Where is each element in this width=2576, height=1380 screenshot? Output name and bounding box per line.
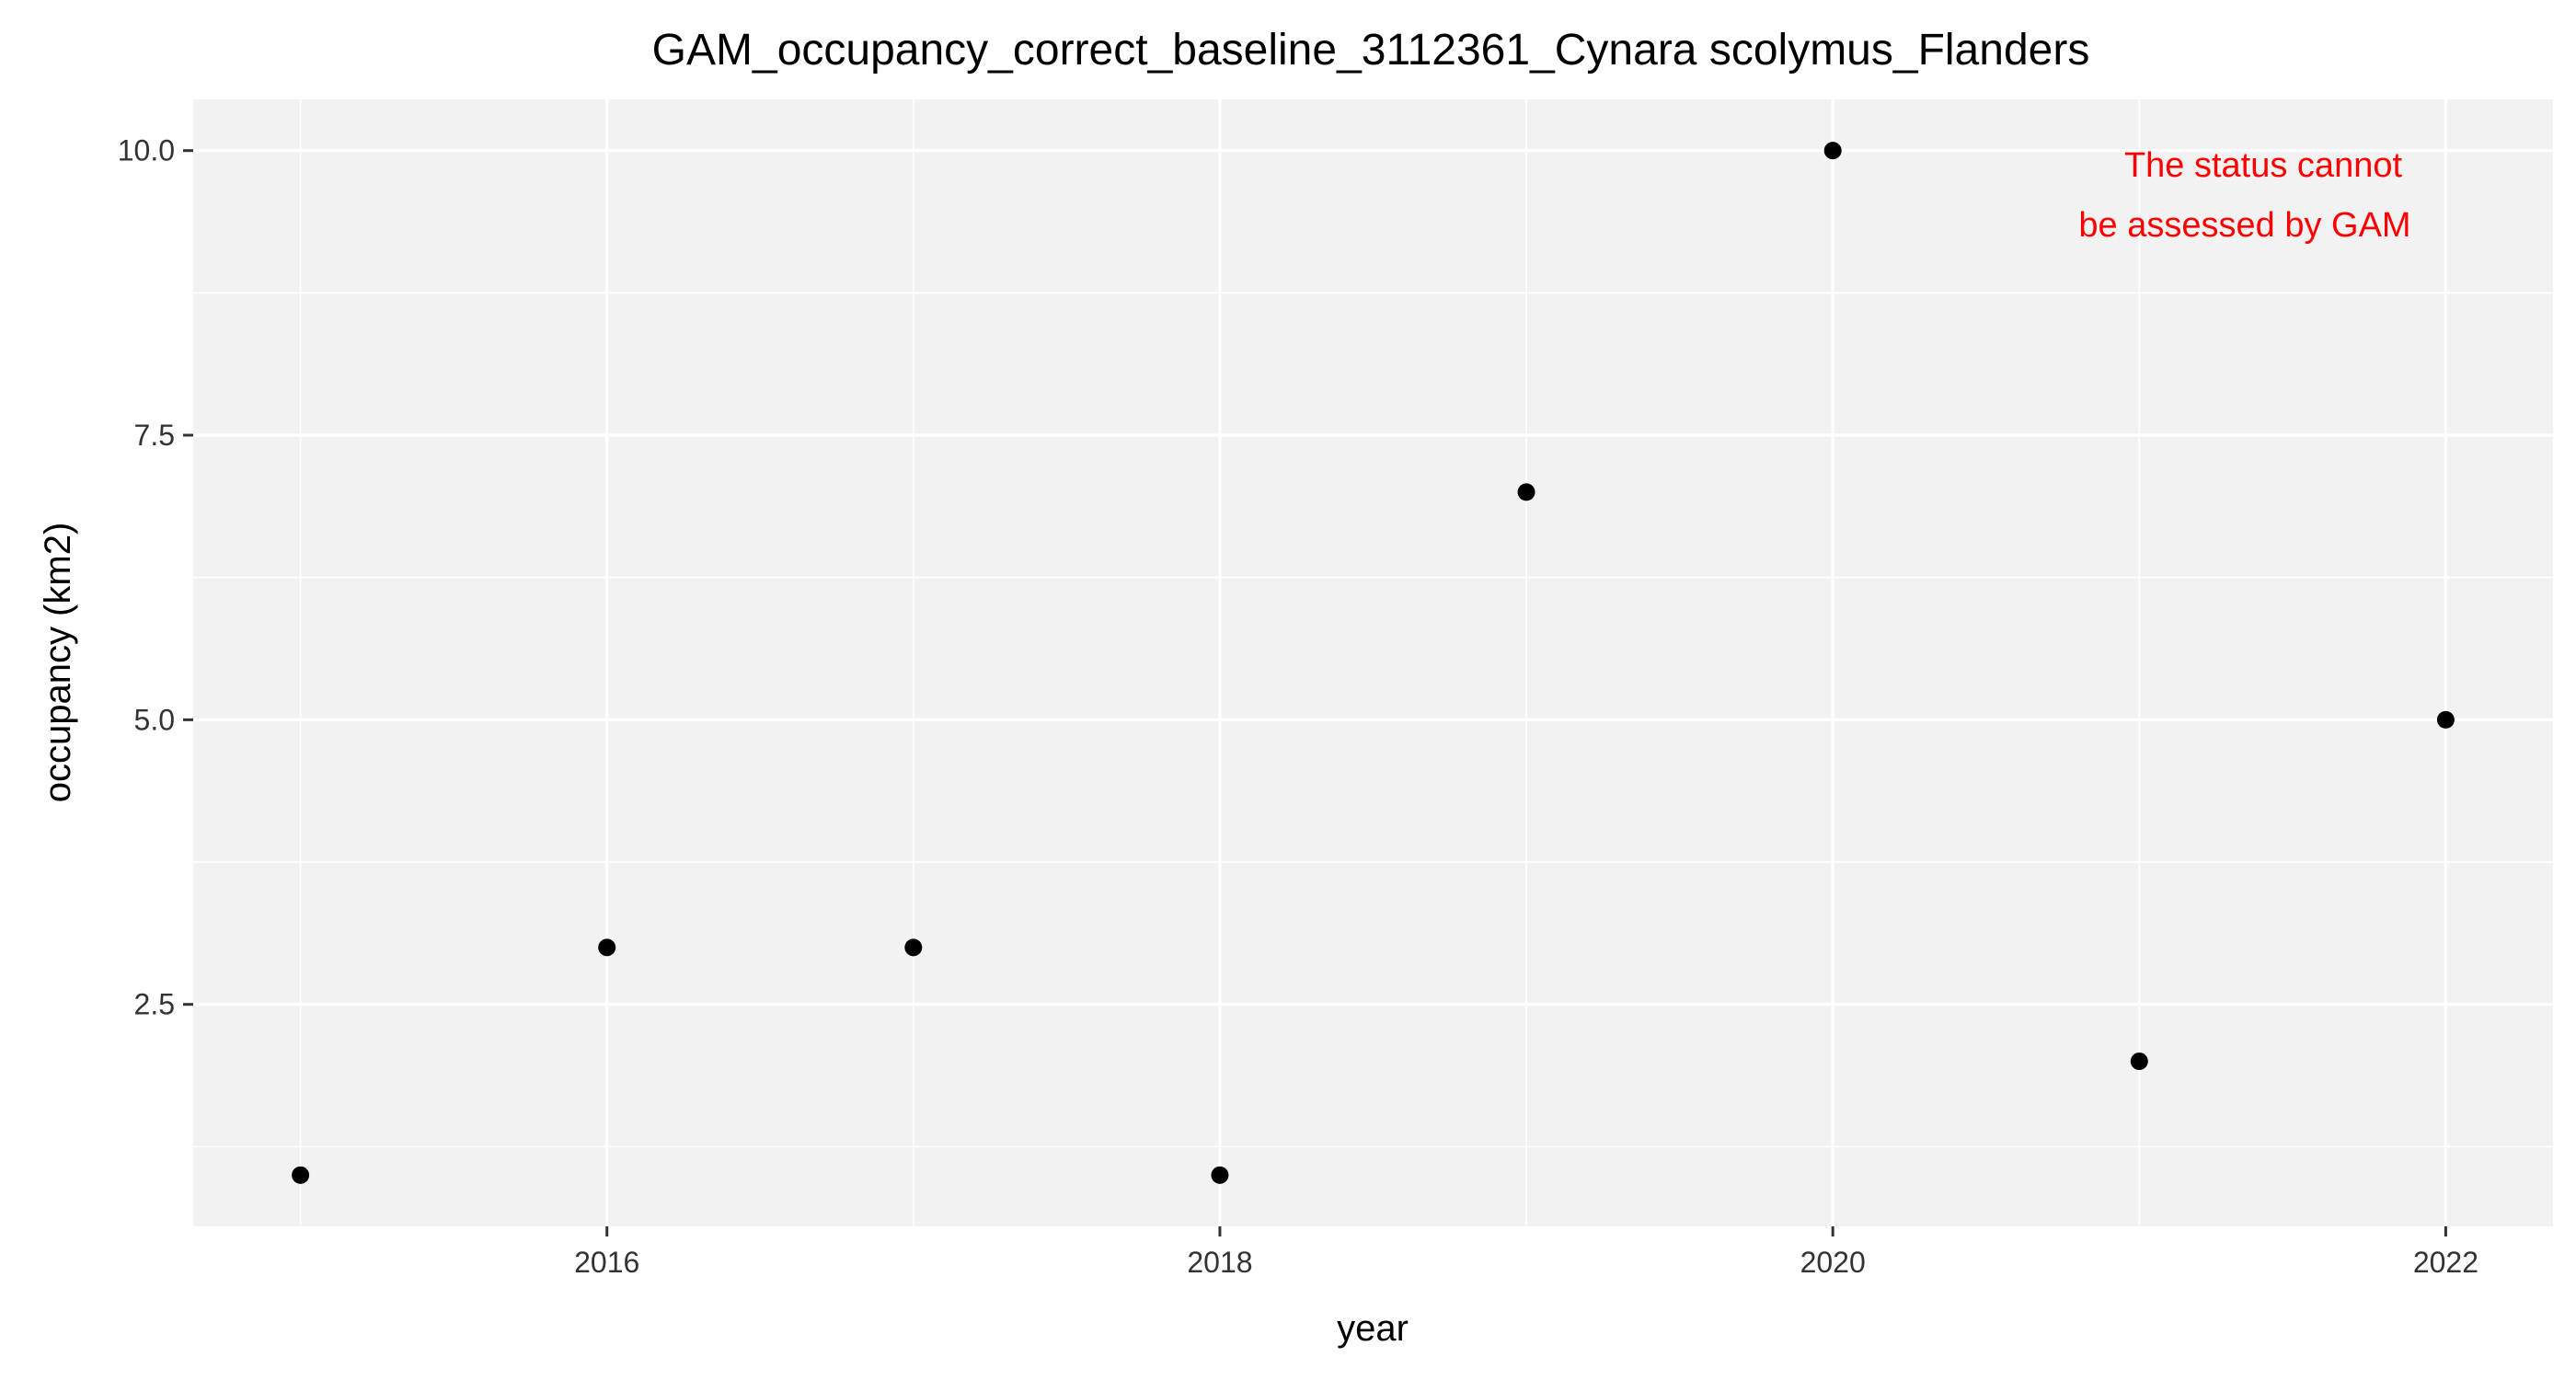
x-tick-labels: 2016 2018 2020 2022	[574, 1246, 2478, 1279]
plot-panel	[193, 99, 2553, 1226]
y-tick-label: 10.0	[118, 134, 175, 167]
chart-title: GAM_occupancy_correct_baseline_3112361_C…	[652, 26, 2090, 75]
y-tick-label: 7.5	[134, 419, 175, 452]
data-point	[1517, 483, 1535, 501]
annotation-line-2: be assessed by GAM	[2078, 206, 2410, 245]
y-tick-label: 5.0	[134, 703, 175, 736]
annotation-line-1: The status cannot	[2124, 146, 2403, 185]
data-point	[1823, 142, 1842, 160]
data-point	[904, 938, 923, 957]
x-tick-label: 2020	[1800, 1246, 1866, 1279]
x-tick-label: 2016	[574, 1246, 639, 1279]
y-tick-label: 2.5	[134, 988, 175, 1021]
y-tick-labels: 2.5 5.0 7.5 10.0	[118, 134, 175, 1021]
x-tick-label: 2022	[2413, 1246, 2478, 1279]
y-axis-title: occupancy (km2)	[38, 523, 78, 803]
data-point	[1211, 1166, 1229, 1184]
data-point	[292, 1166, 310, 1184]
x-tick-label: 2018	[1187, 1246, 1252, 1279]
data-points	[292, 142, 2455, 1184]
data-point	[2436, 710, 2455, 729]
data-point	[598, 938, 616, 957]
x-axis-title: year	[1337, 1308, 1409, 1349]
grid-major	[193, 99, 2553, 1226]
grid-minor	[193, 99, 2553, 1226]
data-point	[2130, 1052, 2148, 1071]
axis-ticks	[183, 149, 2447, 1236]
